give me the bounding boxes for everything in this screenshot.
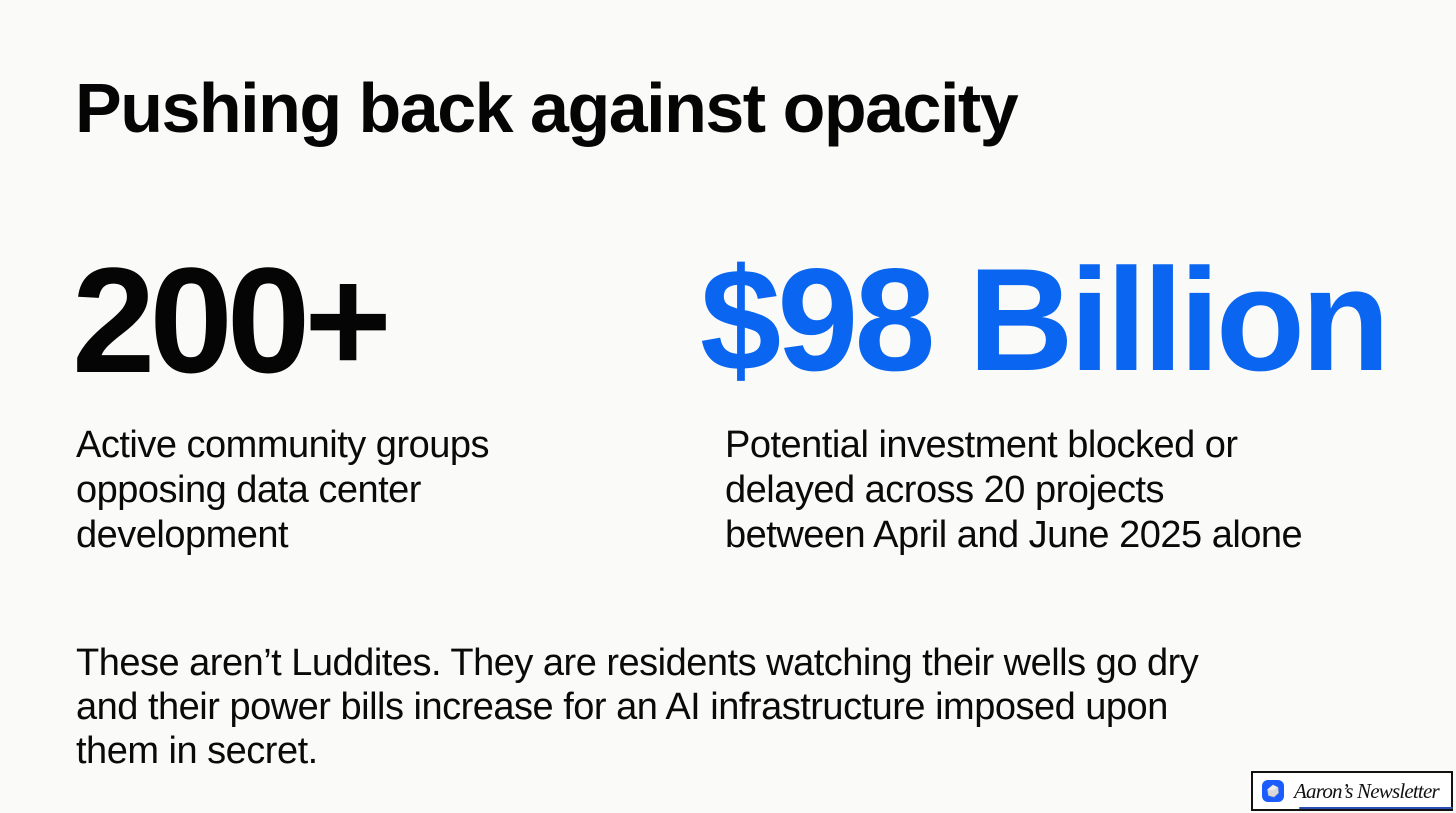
stat-blocked-investment-value: $98 Billion <box>700 238 1390 401</box>
closing-line: and their power bills increase for an AI… <box>76 686 1168 728</box>
closing-line: These aren’t Luddites. They are resident… <box>76 642 1199 684</box>
description-line: Potential investment blocked or <box>725 424 1238 466</box>
stat-blocked-investment-description: Potential investment blocked or delayed … <box>725 423 1425 558</box>
newsletter-logo-icon <box>1262 780 1284 802</box>
stat-community-groups-value: 200+ <box>72 236 392 404</box>
newsletter-watermark: Aaron’s Newsletter <box>1251 771 1453 811</box>
closing-statement: These aren’t Luddites. They are resident… <box>76 641 1199 773</box>
description-line: Active community groups <box>76 424 490 466</box>
description-line: development <box>76 514 289 556</box>
closing-line: them in secret. <box>76 730 318 772</box>
description-line: opposing data center <box>76 469 421 511</box>
description-line: between April and June 2025 alone <box>725 514 1303 556</box>
newsletter-underline <box>1299 807 1453 809</box>
slide-title: Pushing back against opacity <box>75 69 1019 147</box>
newsletter-name: Aaron’s Newsletter <box>1294 778 1440 803</box>
description-line: delayed across 20 projects <box>725 469 1165 511</box>
stat-community-groups-description: Active community groups opposing data ce… <box>76 423 596 558</box>
